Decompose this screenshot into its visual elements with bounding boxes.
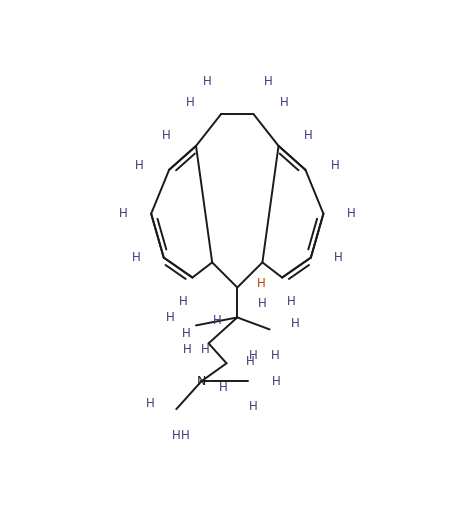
Text: H: H: [219, 381, 227, 394]
Text: H: H: [179, 295, 188, 309]
Text: H: H: [182, 327, 191, 340]
Text: H: H: [291, 317, 300, 330]
Text: H: H: [200, 343, 209, 356]
Text: H: H: [162, 130, 171, 142]
Text: N: N: [197, 375, 206, 388]
Text: H: H: [181, 429, 190, 442]
Text: H: H: [172, 429, 181, 442]
Text: H: H: [281, 95, 289, 109]
Text: H: H: [304, 130, 313, 142]
Text: H: H: [257, 277, 266, 290]
Text: H: H: [263, 75, 272, 88]
Text: H: H: [135, 160, 144, 172]
Text: H: H: [202, 75, 211, 88]
Text: H: H: [334, 251, 343, 264]
Text: H: H: [146, 397, 155, 410]
Text: H: H: [131, 251, 140, 264]
Text: H: H: [166, 311, 175, 324]
Text: H: H: [183, 343, 191, 356]
Text: H: H: [119, 207, 128, 220]
Text: H: H: [258, 297, 267, 310]
Text: H: H: [270, 349, 279, 362]
Text: H: H: [347, 207, 356, 220]
Text: H: H: [246, 355, 255, 368]
Text: H: H: [213, 314, 222, 327]
Text: H: H: [287, 295, 295, 309]
Text: H: H: [331, 160, 339, 172]
Text: H: H: [186, 95, 194, 109]
Text: H: H: [271, 375, 280, 388]
Text: H: H: [249, 349, 258, 362]
Text: H: H: [249, 400, 258, 413]
